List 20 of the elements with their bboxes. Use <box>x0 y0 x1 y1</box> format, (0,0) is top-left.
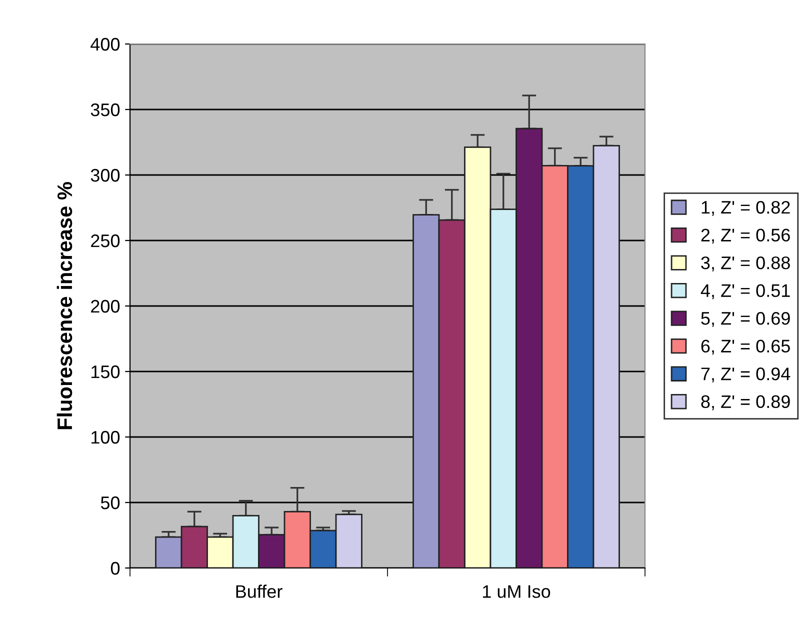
y-axis-title: Fluorescence increase % <box>56 182 72 430</box>
y-tick-label: 50 <box>100 496 120 510</box>
legend-label: 3, Z' = 0.88 <box>701 256 790 272</box>
x-tick-label: Buffer <box>236 584 282 598</box>
y-tick-label: 400 <box>90 38 120 51</box>
y-tick-label: 200 <box>91 300 120 313</box>
y-tick-label: 350 <box>90 103 120 116</box>
legend-label: 6, Z' = 0.65 <box>701 340 790 355</box>
y-tick-label: 0 <box>110 562 120 575</box>
legend-label: 4, Z' = 0.51 <box>700 284 790 300</box>
y-tick-label: 150 <box>92 365 120 378</box>
legend-label: 2, Z' = 0.56 <box>701 228 790 244</box>
x-tick-label: 1 uM Iso <box>483 585 550 598</box>
legend-label: 8, Z' = 0.89 <box>701 395 790 410</box>
y-tick-label: 250 <box>91 234 120 248</box>
legend-label: 1, Z' = 0.82 <box>702 200 790 216</box>
legend-label: 7, Z' = 0.94 <box>701 368 790 382</box>
y-tick-label: 100 <box>92 430 120 444</box>
legend-label: 5, Z' = 0.69 <box>701 312 790 327</box>
y-tick-label: 300 <box>90 168 120 182</box>
